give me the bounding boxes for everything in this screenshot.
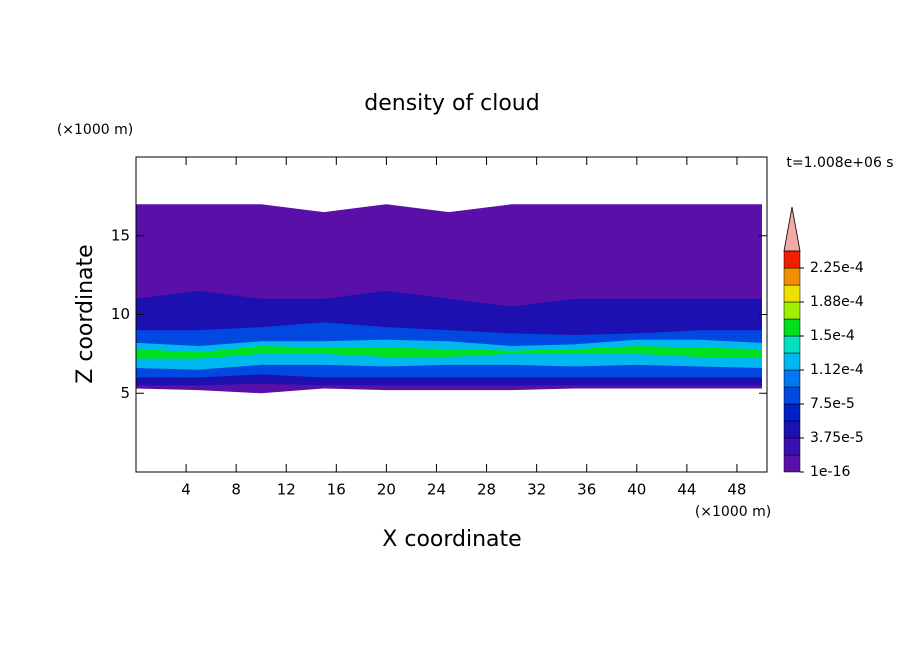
x-tick-label: 40 bbox=[627, 481, 646, 499]
x-tick-label: 32 bbox=[527, 481, 546, 499]
colorbar-box bbox=[783, 335, 801, 354]
colorbar-tick-label: 7.5e-5 bbox=[810, 396, 855, 412]
x-tick-label: 4 bbox=[181, 481, 191, 499]
x-tick-label: 12 bbox=[277, 481, 296, 499]
colorbar-box bbox=[783, 386, 801, 405]
x-tick-label: 16 bbox=[327, 481, 346, 499]
colorbar-extend bbox=[783, 206, 801, 252]
colorbar-box bbox=[783, 403, 801, 422]
colorbar-tick-label: 3.75e-5 bbox=[810, 430, 864, 446]
colorbar-box bbox=[783, 437, 801, 456]
x-tick-label: 48 bbox=[727, 481, 746, 499]
x-tick-label: 44 bbox=[677, 481, 696, 499]
colorbar-box bbox=[783, 352, 801, 371]
x-tick-label: 36 bbox=[577, 481, 596, 499]
y-axis-label: Z coordinate bbox=[73, 244, 98, 383]
y-tick-label: 10 bbox=[111, 305, 130, 323]
colorbar-tick-label: 1.5e-4 bbox=[810, 328, 855, 344]
colorbar-tick-label: 1e-16 bbox=[810, 464, 850, 480]
chart-title: density of cloud bbox=[364, 91, 539, 116]
x-axis-label: X coordinate bbox=[382, 527, 521, 552]
colorbar-box bbox=[783, 369, 801, 388]
colorbar-box bbox=[783, 318, 801, 337]
x-tick-label: 20 bbox=[377, 481, 396, 499]
colorbar-tick-label: 2.25e-4 bbox=[810, 260, 864, 276]
colorbar-box bbox=[783, 284, 801, 303]
x-tick-label: 24 bbox=[427, 481, 446, 499]
colorbar-box bbox=[783, 267, 801, 286]
colorbar-box bbox=[783, 420, 801, 439]
y-tick-label: 15 bbox=[111, 226, 130, 244]
colorbar-box bbox=[783, 250, 801, 269]
colorbar-tick-label: 1.12e-4 bbox=[810, 362, 864, 378]
contour-band bbox=[136, 346, 762, 359]
y-tick-label: 5 bbox=[120, 384, 130, 402]
colorbar-tick-label: 1.88e-4 bbox=[810, 294, 864, 310]
colorbar-box bbox=[783, 454, 801, 473]
x-unit: (×1000 m) bbox=[695, 504, 771, 520]
x-tick-label: 28 bbox=[477, 481, 496, 499]
x-tick-label: 8 bbox=[231, 481, 241, 499]
time-label: t=1.008e+06 s bbox=[786, 155, 893, 171]
y-unit: (×1000 m) bbox=[57, 122, 133, 138]
colorbar-box bbox=[783, 301, 801, 320]
